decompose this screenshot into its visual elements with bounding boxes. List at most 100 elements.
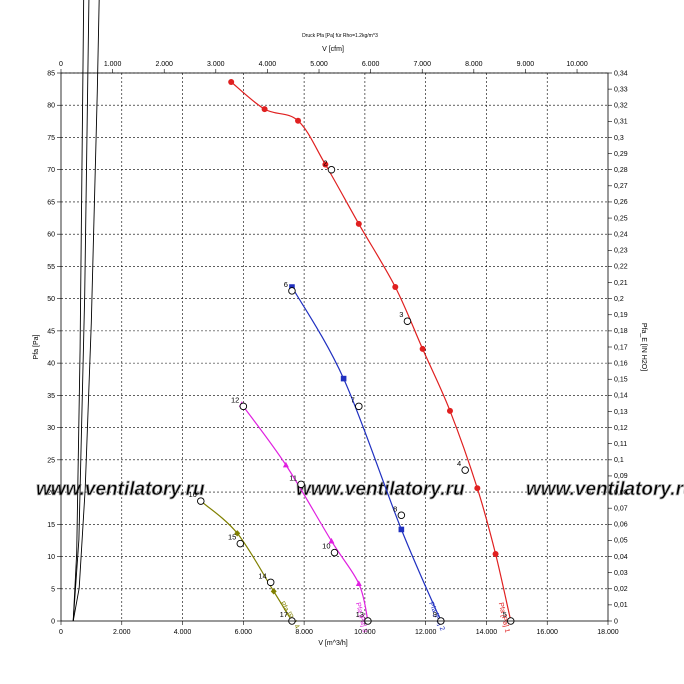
y-tick-label: 0	[51, 619, 55, 626]
data-point	[446, 407, 453, 414]
x2-tick-label: 9.000	[517, 61, 535, 68]
y2-tick-label: 0,14	[614, 393, 628, 400]
x2-tick-label: 1.000	[104, 61, 122, 68]
operating-point	[327, 165, 336, 174]
data-point	[419, 345, 426, 352]
y2-tick-label: 0,24	[614, 231, 628, 238]
data-point	[398, 526, 405, 533]
y2-tick-label: 0,04	[614, 554, 628, 561]
x2-tick-label: 2.000	[155, 61, 173, 68]
x2-tick-label: 4.000	[259, 61, 277, 68]
operating-point-label: 17	[280, 610, 288, 619]
data-point	[340, 375, 347, 382]
axes: 0 2.000 4.000 6.000 8.000 10.000 12.000 14.000 1…	[47, 61, 628, 636]
watermark-text: www.ventilatory.ru	[526, 479, 684, 500]
grid	[61, 72, 608, 621]
x-tick-label: 8.000	[295, 629, 313, 636]
y-tick-label: 10	[47, 554, 55, 561]
x-tick-label: 0	[59, 629, 63, 636]
x2-tick-label: 8.000	[465, 61, 483, 68]
data-point	[261, 106, 268, 113]
x-tick-label: 18.000	[597, 629, 619, 636]
y-tick-label: 65	[47, 199, 55, 206]
y2-tick-label: 0,02	[614, 586, 628, 593]
watermark: www.ventilatory.ru www.ventilatory.ru www.…	[36, 479, 684, 501]
x-tick-label: 14.000	[476, 629, 498, 636]
y2-tick-label: 0,29	[614, 151, 628, 158]
y2-tick-label: 0,08	[614, 489, 628, 496]
system-curve	[72, 0, 100, 622]
operating-point-label: 15	[228, 533, 236, 542]
x-tick-label: 10.000	[354, 629, 376, 636]
y-tick-label: 40	[47, 361, 55, 368]
operating-point	[297, 480, 305, 489]
y2-tick-label: 0,27	[614, 183, 628, 190]
data-point	[270, 588, 277, 595]
chart-title: Druck Pfa [Pa] für Rho=1.2kg/m^3	[302, 33, 378, 39]
operating-point	[330, 548, 339, 557]
operating-point-label: 2	[323, 159, 327, 168]
x2-tick-label: 6.000	[362, 61, 380, 68]
data-point	[392, 284, 399, 291]
x2-axis-label: V [cfm]	[322, 46, 344, 53]
x-tick-label: 2.000	[113, 629, 131, 636]
y2-tick-label: 0,01	[614, 602, 628, 609]
data-point	[234, 530, 241, 537]
y2-tick-label: 0,28	[614, 167, 628, 174]
data-point	[355, 580, 362, 587]
y2-tick-label: 0,06	[614, 522, 628, 529]
operating-point-label: 5	[503, 610, 507, 619]
y2-tick-label: 0,33	[614, 86, 628, 93]
data-point	[492, 550, 499, 557]
y2-tick-label: 0,15	[614, 377, 628, 384]
x-tick-label: 12.000	[415, 629, 437, 636]
y-tick-label: 80	[47, 103, 55, 110]
y2-tick-label: 0,17	[614, 344, 628, 351]
y2-tick-label: 0,25	[614, 215, 628, 222]
x2-tick-label: 0	[59, 61, 63, 68]
y2-tick-label: 0,1	[614, 457, 624, 464]
y2-tick-label: 0,23	[614, 248, 628, 255]
data-point	[289, 284, 295, 290]
operating-point	[288, 287, 296, 295]
y-tick-label: 15	[47, 522, 55, 529]
x-tick-label: 16.000	[537, 629, 559, 636]
x2-tick-label: 10.000	[566, 61, 588, 68]
data-point	[328, 537, 335, 544]
operating-point-label: 10	[322, 542, 330, 551]
operating-point-label: 13	[356, 610, 364, 619]
y2-tick-label: 0,13	[614, 409, 628, 416]
y2-tick-label: 0,05	[614, 538, 628, 545]
operating-point-label: 3	[399, 310, 403, 319]
y2-tick-label: 0,22	[614, 264, 628, 271]
plot-frame	[60, 72, 609, 622]
y2-tick-label: 0,32	[614, 103, 628, 110]
y2-tick-label: 0,16	[614, 360, 628, 367]
y-axis-label: Pfa [Pa]	[33, 334, 40, 359]
y-tick-label: 5	[51, 586, 55, 593]
x2-tick-label: 5.000	[310, 61, 328, 68]
series-line	[200, 500, 293, 622]
operating-point-label: 14	[258, 571, 266, 580]
operating-point	[236, 539, 245, 548]
y-tick-label: 25	[47, 457, 55, 464]
x2-tick-label: 7.000	[413, 61, 431, 68]
operating-point	[397, 511, 406, 520]
operating-point	[197, 497, 205, 505]
y-tick-label: 45	[47, 328, 55, 335]
data-point	[282, 461, 289, 468]
y2-tick-label: 0,31	[614, 119, 628, 126]
y-tick-label: 55	[47, 264, 55, 271]
y-tick-label: 30	[47, 425, 55, 432]
x-tick-label: 4.000	[174, 629, 192, 636]
y2-tick-label: 0,21	[614, 280, 628, 287]
y-tick-label: 75	[47, 135, 55, 142]
y-tick-label: 35	[47, 393, 55, 400]
x2-tick-label: 3.000	[207, 61, 225, 68]
y2-tick-label: 0,07	[614, 505, 628, 512]
watermark-text: www.ventilatory.ru	[296, 479, 465, 500]
x-tick-label: 6.000	[235, 629, 253, 636]
data-point	[228, 79, 235, 86]
